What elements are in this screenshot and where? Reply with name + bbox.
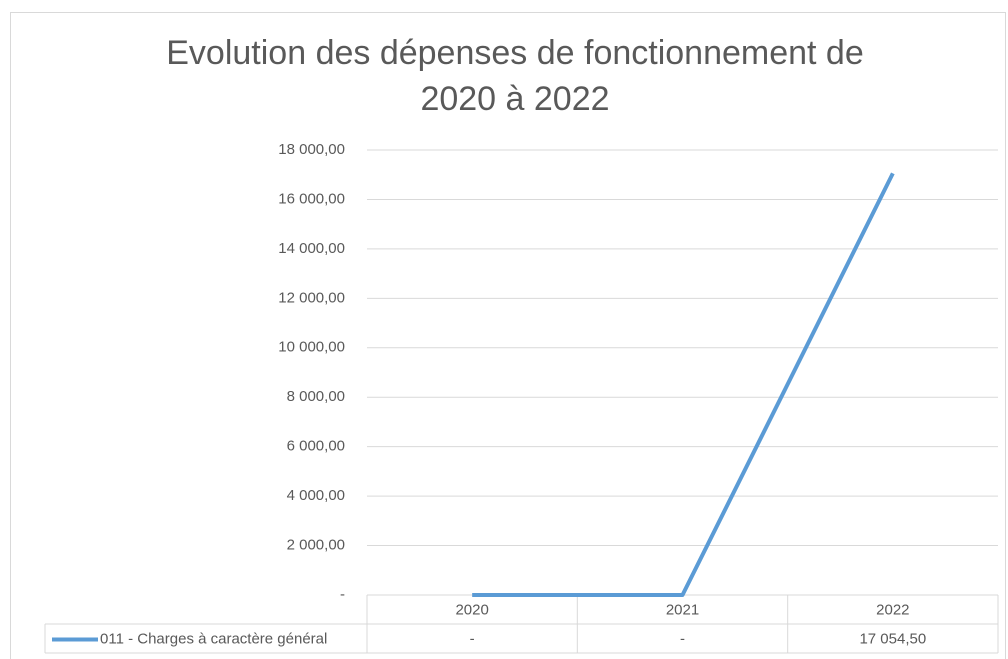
data-table-value: - — [680, 630, 685, 647]
y-tick-label: 10 000,00 — [278, 339, 345, 356]
y-tick-label: - — [340, 586, 345, 603]
y-tick-label: 18 000,00 — [278, 141, 345, 158]
chart-title: Evolution des dépenses de fonctionnement… — [166, 34, 864, 118]
y-tick-label: 4 000,00 — [287, 487, 345, 504]
y-tick-label: 6 000,00 — [287, 438, 345, 455]
x-tick-label: 2021 — [666, 601, 699, 618]
legend-label: 011 - Charges à caractère général — [100, 630, 327, 647]
y-tick-label: 12 000,00 — [278, 289, 345, 306]
chart-frame — [10, 12, 1006, 659]
x-tick-label: 2022 — [876, 601, 909, 618]
data-table-value: 17 054,50 — [859, 630, 926, 647]
y-tick-label: 8 000,00 — [287, 388, 345, 405]
y-tick-label: 14 000,00 — [278, 240, 345, 257]
y-tick-label: 16 000,00 — [278, 190, 345, 207]
data-table-value: - — [470, 630, 475, 647]
series-line — [472, 172, 895, 597]
x-tick-label: 2020 — [455, 601, 488, 618]
y-tick-label: 2 000,00 — [287, 537, 345, 554]
